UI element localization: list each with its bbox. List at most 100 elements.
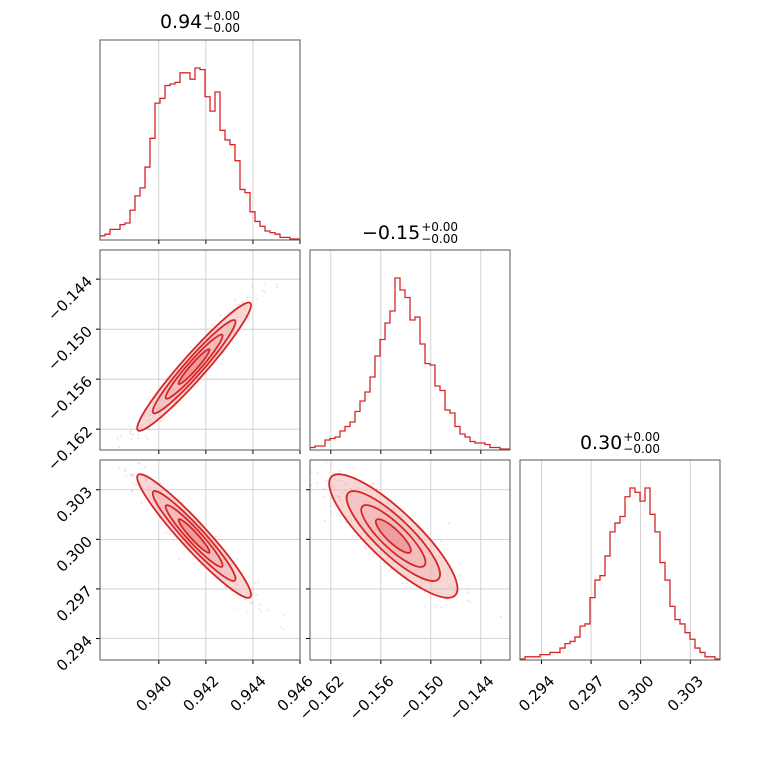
hist-bin: [470, 442, 475, 450]
sample-point: [219, 314, 222, 317]
sample-point: [131, 473, 134, 476]
sample-point: [329, 505, 332, 508]
scatter-panel-p2-p3: −0.162−0.156−0.150−0.144: [288, 445, 511, 724]
sample-point: [352, 530, 355, 533]
sample-point: [467, 591, 470, 594]
sample-point: [255, 298, 258, 300]
sample-point: [118, 446, 121, 449]
sample-point: [338, 514, 341, 517]
sample-point: [259, 603, 262, 606]
hist-bin: [180, 73, 185, 239]
sample-point: [364, 545, 366, 548]
sample-point: [257, 581, 260, 584]
sample-point: [372, 554, 374, 557]
x-tick-label-p1-2: 0.944: [227, 672, 270, 715]
sample-point: [241, 301, 244, 304]
hist-bin: [405, 298, 410, 450]
hist-bin: [680, 624, 685, 659]
hist-bin: [400, 290, 405, 449]
sample-point: [276, 286, 279, 289]
hist-bin: [595, 580, 600, 659]
sample-point: [244, 598, 247, 601]
hist-step-p2: [310, 277, 510, 450]
sample-point: [313, 451, 315, 453]
hist-bin: [445, 410, 450, 449]
hist-bin: [110, 229, 115, 239]
sample-point: [458, 574, 461, 577]
hist-bin: [155, 103, 160, 239]
sample-point: [332, 472, 335, 475]
sample-point: [221, 539, 223, 541]
hist-bin: [220, 130, 225, 239]
hist-bin: [255, 221, 260, 239]
sample-point: [146, 437, 149, 440]
x-tick-label-p1-0: 0.940: [132, 672, 175, 715]
sample-point: [466, 585, 469, 587]
sample-point: [132, 473, 135, 476]
sample-point: [250, 285, 253, 287]
hist-bin: [480, 443, 485, 449]
x-tick-label-p3-3: 0.303: [664, 672, 707, 715]
title-p2-value: −0.15: [361, 222, 421, 244]
sample-point: [423, 605, 426, 608]
hist-bin: [250, 212, 255, 239]
sample-point: [440, 540, 442, 543]
hist-bin: [635, 492, 640, 659]
sample-point: [372, 482, 375, 484]
density-p1-p2: [116, 282, 279, 449]
hist-bin: [215, 92, 220, 239]
hist-bin: [235, 161, 240, 239]
sample-point: [254, 581, 256, 584]
sample-point: [129, 432, 131, 435]
hist-bin: [690, 639, 695, 659]
hist-bin: [475, 443, 480, 449]
hist-bin: [265, 231, 270, 239]
hist-bin: [335, 437, 340, 449]
y-tick-label-p2-1: −0.156: [44, 372, 96, 424]
sample-point: [331, 463, 333, 466]
sample-point: [135, 483, 138, 486]
sample-point: [143, 466, 146, 469]
title-p3-minus: −0.00: [623, 442, 661, 456]
sample-point: [139, 462, 141, 465]
hist-bin: [130, 210, 135, 239]
sample-point: [241, 301, 244, 304]
sample-point: [159, 482, 162, 485]
sample-point: [181, 501, 184, 504]
sample-point: [236, 557, 239, 560]
panel-border: [99, 459, 301, 661]
sample-point: [147, 428, 150, 430]
sample-point: [323, 487, 326, 490]
x-tick-label-p1-1: 0.942: [180, 672, 223, 715]
sample-point: [324, 519, 326, 522]
hist-panel-p3: 0.294 0.297 0.300 0.303: [515, 459, 721, 715]
sample-point: [248, 314, 251, 316]
hist-bin: [345, 427, 350, 450]
sample-point: [243, 598, 246, 601]
hist-bin: [245, 193, 250, 239]
hist-bin: [570, 641, 575, 659]
sample-point: [177, 498, 180, 501]
hist-bin: [425, 364, 430, 450]
sample-point: [178, 558, 180, 561]
hist-step-p1: [100, 67, 300, 240]
sample-point: [322, 496, 325, 498]
hist-bin: [410, 320, 415, 449]
sample-point: [227, 311, 230, 314]
panel-border: [309, 459, 511, 661]
sample-point: [310, 471, 313, 473]
panel-border: [309, 249, 511, 451]
hist-bin: [140, 188, 145, 239]
hist-bin: [675, 620, 680, 659]
sample-point: [316, 482, 319, 485]
sample-point: [215, 535, 218, 538]
sample-point: [329, 466, 332, 469]
hist-bin: [555, 652, 560, 659]
hist-bin: [700, 652, 705, 659]
hist-bin: [630, 488, 635, 659]
sample-point: [469, 601, 472, 603]
hist-bin: [190, 79, 195, 239]
contour-level-0.6: [374, 518, 412, 554]
title-p2-minus: −0.00: [421, 232, 459, 246]
sample-point: [288, 445, 290, 447]
